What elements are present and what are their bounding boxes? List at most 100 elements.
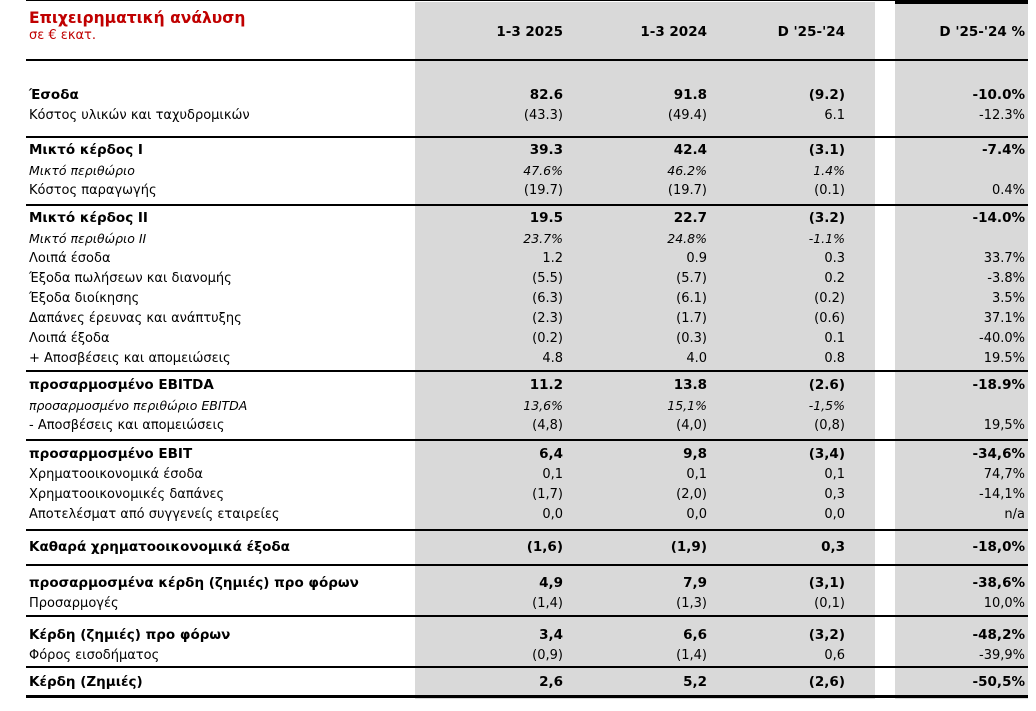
row-value: 13,6% (523, 397, 563, 413)
table-row: προσαρμοσμένο περιθώριο EBITDA 13,6% 15,1%… (26, 395, 1028, 415)
row-value: (1,7) (532, 486, 563, 502)
row-value: -18.9% (972, 377, 1025, 393)
units-subtitle: σε € εκατ. (29, 28, 97, 44)
row-value: 0.2 (824, 270, 845, 286)
table-row: Μικτό κέρδος II 19.5 22.7 (3.2) -14.0% (26, 208, 1028, 228)
row-label: Έσοδα (29, 87, 79, 103)
row-value: 74,7% (983, 466, 1025, 482)
table-row: Έσοδα 82.6 91.8 (9.2) -10.0% (26, 85, 1028, 105)
row-value: 0.1 (824, 330, 845, 346)
row-value: (1,3) (676, 595, 707, 611)
table-row: Χρηματοοικονομικά έσοδα 0,1 0,1 0,1 74,7% (26, 464, 1028, 484)
row-value: (2.6) (808, 377, 845, 393)
table-row: Κέρδη (ζημιές) προ φόρων 3,4 6,6 (3,2) -48,2… (26, 625, 1028, 645)
table-row: προσαρμοσμένα κέρδη (ζημιές) προ φόρων 4,… (26, 573, 1028, 593)
row-label: Χρηματοοικονομικές δαπάνες (29, 486, 225, 502)
row-label: Καθαρά χρηματοοικονομικά έξοδα (29, 539, 290, 555)
row-label: Μικτό κέρδος I (29, 142, 143, 158)
row-value: 0,1 (824, 466, 845, 482)
table-row: προσαρμοσμένο EBITDA 11.2 13.8 (2.6) -18.9% (26, 375, 1028, 395)
row-label: Κόστος παραγωγής (29, 182, 157, 198)
row-value: (3,2) (808, 627, 845, 643)
table-row: Δαπάνες έρευνας και ανάπτυξης (2.3) (1.7) (… (26, 308, 1028, 328)
row-value: n/a (1004, 506, 1025, 522)
row-value: (1,4) (532, 595, 563, 611)
row-value: -34,6% (972, 446, 1025, 462)
row-label: Αποτελέσματ από συγγενείς εταιρείες (29, 506, 280, 522)
row-value: -14,1% (979, 486, 1025, 502)
row-label: Λοιπά έξοδα (29, 330, 110, 346)
row-value: 9,8 (683, 446, 707, 462)
row-value: 4.8 (542, 350, 563, 366)
page-title: Επιχειρηματική ανάλυση (29, 9, 246, 27)
row-label: Δαπάνες έρευνας και ανάπτυξης (29, 310, 242, 326)
table-row: προσαρμοσμένο EBIT 6,4 9,8 (3,4) -34,6% (26, 444, 1028, 464)
row-value: (3,4) (808, 446, 845, 462)
table-section-4: προσαρμοσμένο EBIT 6,4 9,8 (3,4) -34,6% Χρημα… (26, 441, 1028, 531)
row-value: 1.4% (813, 162, 845, 178)
row-value: (0.3) (676, 330, 707, 346)
row-value: 37.1% (983, 310, 1025, 326)
row-value: (0,1) (814, 595, 845, 611)
table-section-1: Μικτό κέρδος I 39.3 42.4 (3.1) -7.4% Μικτό πε… (26, 138, 1028, 206)
row-value: 4,9 (539, 575, 563, 591)
table-section-7: Κέρδη (ζημιές) προ φόρων 3,4 6,6 (3,2) -48,2… (26, 617, 1028, 668)
row-value: (5.7) (676, 270, 707, 286)
table-section-5: Καθαρά χρηματοοικονομικά έξοδα (1,6) (1,9)… (26, 531, 1028, 566)
table-section-6: προσαρμοσμένα κέρδη (ζημιές) προ φόρων 4,… (26, 566, 1028, 617)
table-row: Μικτό περιθώριο 47.6% 46.2% 1.4% (26, 160, 1028, 180)
row-value: 0.3 (824, 250, 845, 266)
row-label: + Αποσβέσεις και απομειώσεις (29, 350, 231, 366)
row-label: προσαρμοσμένο EBIT (29, 446, 193, 462)
table-section-3: προσαρμοσμένο EBITDA 11.2 13.8 (2.6) -18.9% π… (26, 372, 1028, 441)
row-value: (4,8) (532, 417, 563, 433)
data-columns-background (415, 2, 875, 699)
row-value: -10.0% (972, 87, 1025, 103)
row-value: 2,6 (539, 674, 563, 690)
row-value: (0.2) (814, 290, 845, 306)
row-value: (2,6) (808, 674, 845, 690)
row-value: 19,5% (983, 417, 1025, 433)
percent-column-top-border (895, 1, 1028, 4)
row-value: (2,0) (676, 486, 707, 502)
table-row: Χρηματοοικονομικές δαπάνες (1,7) (2,0) 0,3 -… (26, 484, 1028, 504)
table-section-0: Έσοδα 82.6 91.8 (9.2) -10.0% Κόστος υλικών κα… (26, 61, 1028, 138)
row-label: Μικτό περιθώριο (29, 162, 135, 178)
row-label: Έξοδα διοίκησης (29, 290, 140, 306)
row-value: 15,1% (667, 397, 707, 413)
row-value: (5.5) (532, 270, 563, 286)
row-label: Μικτό περιθώριο II (29, 230, 147, 246)
table-row: Αποτελέσματ από συγγενείς εταιρείες 0,0 0,… (26, 504, 1028, 524)
table-row: Κέρδη (Ζημιές) 2,6 5,2 (2,6) -50,5% (26, 672, 1028, 692)
row-value: 3,4 (539, 627, 563, 643)
row-value: 3.5% (991, 290, 1025, 306)
row-value: 6,6 (683, 627, 707, 643)
row-label: Κέρδη (ζημιές) προ φόρων (29, 627, 231, 643)
table-row: Μικτό κέρδος I 39.3 42.4 (3.1) -7.4% (26, 140, 1028, 160)
column-header-1-3-2025: 1-3 2025 (496, 24, 563, 40)
row-value: (49.4) (667, 107, 707, 123)
row-value: 0,1 (542, 466, 563, 482)
table-row: Προσαρμογές (1,4) (1,3) (0,1) 10,0% (26, 593, 1028, 613)
row-value: -50,5% (972, 674, 1025, 690)
row-value: -7.4% (981, 142, 1025, 158)
row-value: (3.2) (808, 210, 845, 226)
row-value: (2.3) (532, 310, 563, 326)
table-row: Μικτό περιθώριο II 23.7% 24.8% -1.1% (26, 228, 1028, 248)
row-value: (4,0) (676, 417, 707, 433)
table-header-row: Επιχειρηματική ανάλυση σε € εκατ. 1-3 20… (26, 1, 1028, 61)
row-value: 47.6% (523, 162, 563, 178)
row-label: προσαρμοσμένα κέρδη (ζημιές) προ φόρων (29, 575, 359, 591)
row-value: 46.2% (667, 162, 707, 178)
business-analysis-table: Επιχειρηματική ανάλυση σε € εκατ. 1-3 20… (26, 0, 1028, 699)
row-value: 10,0% (983, 595, 1025, 611)
table-row: Έξοδα πωλήσεων και διανομής (5.5) (5.7) 0.2… (26, 268, 1028, 288)
row-value: (3.1) (808, 142, 845, 158)
percent-column-background (895, 2, 1028, 699)
table-body: Έσοδα 82.6 91.8 (9.2) -10.0% Κόστος υλικών κα… (26, 61, 1028, 698)
row-label: Λοιπά έσοδα (29, 250, 111, 266)
row-value: 1.2 (542, 250, 563, 266)
row-value: 42.4 (673, 142, 707, 158)
row-label: προσαρμοσμένο EBITDA (29, 377, 214, 393)
